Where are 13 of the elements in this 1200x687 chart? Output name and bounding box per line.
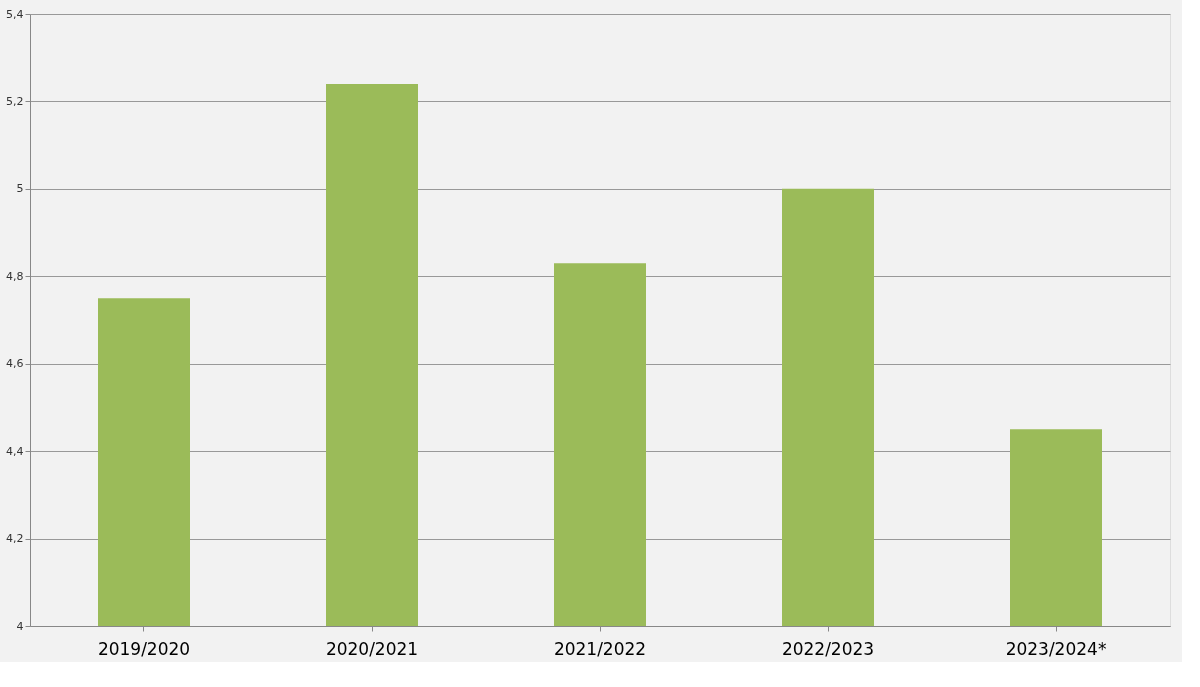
y-tick-label: 4,8 <box>6 269 24 283</box>
x-tick-label: 2020/2021 <box>325 638 419 659</box>
y-tick-label: 4 <box>16 619 24 633</box>
y-tick-label: 5,4 <box>6 7 24 21</box>
x-tick-label: 2021/2022 <box>553 638 647 659</box>
y-tick-label: 4,2 <box>6 532 24 546</box>
y-tick-label: 4,6 <box>6 357 24 371</box>
y-tick-label: 5,2 <box>6 94 24 108</box>
y-tick-label: 5 <box>16 182 24 196</box>
x-tick-label: 2023/2024* <box>1005 638 1107 659</box>
x-tick-label: 2019/2020 <box>97 638 191 659</box>
y-tick-label: 4,4 <box>6 444 24 458</box>
x-tick-label: 2022/2023 <box>781 638 875 659</box>
